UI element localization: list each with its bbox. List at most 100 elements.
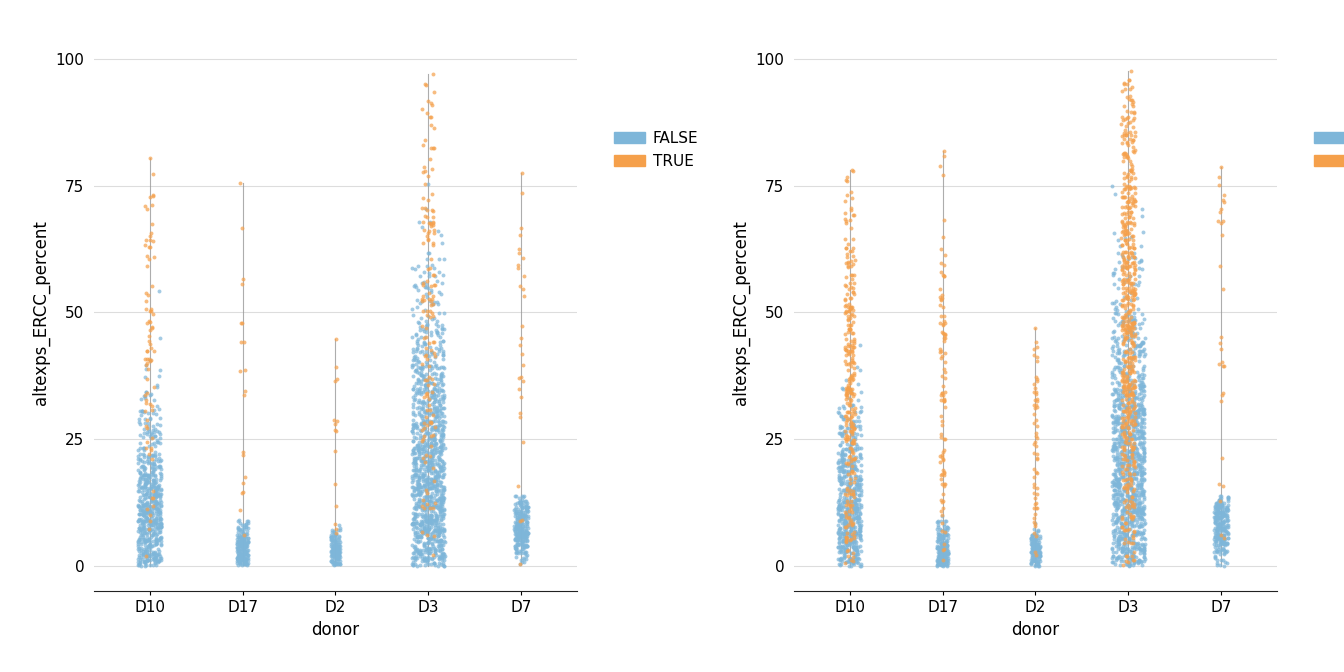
Point <box>841 391 863 402</box>
Point <box>1129 521 1150 532</box>
Point <box>516 521 538 532</box>
Point <box>512 360 534 370</box>
Point <box>1027 545 1048 556</box>
Point <box>134 507 156 518</box>
Point <box>1124 293 1145 304</box>
Point <box>836 540 857 550</box>
Point <box>1124 413 1145 423</box>
Point <box>828 508 849 519</box>
Point <box>1129 380 1150 390</box>
Point <box>141 450 163 460</box>
Point <box>1122 526 1144 537</box>
Point <box>1110 533 1132 544</box>
Point <box>421 327 442 338</box>
Point <box>512 519 534 530</box>
Point <box>839 536 860 547</box>
Point <box>1113 370 1134 380</box>
Point <box>1120 354 1141 365</box>
Point <box>1203 538 1224 549</box>
Point <box>837 546 859 557</box>
Point <box>833 517 855 528</box>
Point <box>516 530 538 541</box>
Point <box>411 280 433 290</box>
Point <box>1124 399 1145 410</box>
Point <box>1102 405 1124 416</box>
Point <box>129 505 151 515</box>
Point <box>233 552 254 563</box>
Point <box>1120 368 1141 379</box>
Point <box>231 526 253 536</box>
Point <box>508 528 530 538</box>
Point <box>1125 392 1146 403</box>
Point <box>136 528 157 539</box>
Point <box>1027 550 1048 560</box>
Point <box>1120 516 1141 527</box>
Point <box>133 485 155 495</box>
Point <box>405 558 426 569</box>
Point <box>843 489 864 500</box>
Point <box>418 533 439 544</box>
Point <box>433 482 454 493</box>
Point <box>1124 382 1145 392</box>
Point <box>421 392 442 403</box>
Point <box>323 415 344 425</box>
Point <box>403 534 425 544</box>
Point <box>1106 459 1128 470</box>
Point <box>415 439 437 450</box>
Point <box>422 422 444 433</box>
Point <box>1133 532 1154 543</box>
Point <box>505 523 527 534</box>
Point <box>933 544 954 555</box>
Point <box>930 343 952 354</box>
Point <box>847 558 868 569</box>
Point <box>1125 413 1146 424</box>
Point <box>1025 389 1047 400</box>
Point <box>234 548 255 559</box>
Point <box>1106 466 1128 476</box>
Point <box>516 517 538 528</box>
Point <box>1204 532 1226 542</box>
Point <box>509 519 531 530</box>
Point <box>1132 547 1153 558</box>
Point <box>1133 421 1154 432</box>
Point <box>930 531 952 542</box>
Point <box>1111 261 1133 272</box>
Point <box>833 512 855 523</box>
Point <box>421 390 442 401</box>
Point <box>848 512 870 523</box>
Point <box>1111 85 1133 96</box>
Point <box>1120 206 1141 217</box>
Point <box>843 548 864 558</box>
Point <box>1126 327 1148 338</box>
Point <box>1025 544 1047 554</box>
Point <box>926 556 948 566</box>
Point <box>1117 315 1138 326</box>
Point <box>512 533 534 544</box>
Point <box>1117 321 1138 332</box>
Point <box>844 453 866 464</box>
Point <box>509 497 531 507</box>
Point <box>843 544 864 555</box>
Point <box>1118 212 1140 222</box>
Point <box>1118 187 1140 198</box>
Point <box>149 429 171 439</box>
Point <box>841 462 863 472</box>
Point <box>1132 403 1153 414</box>
Point <box>930 450 952 461</box>
Point <box>415 321 437 331</box>
Point <box>509 517 531 528</box>
Point <box>128 480 149 491</box>
Point <box>134 394 156 405</box>
Point <box>1118 500 1140 511</box>
Point <box>151 470 172 481</box>
Point <box>430 477 452 488</box>
Point <box>422 462 444 473</box>
Point <box>843 451 864 462</box>
Point <box>1117 151 1138 161</box>
Point <box>1118 380 1140 390</box>
Point <box>415 316 437 327</box>
Point <box>421 517 442 528</box>
Point <box>516 540 538 551</box>
Point <box>1120 313 1141 324</box>
Point <box>421 300 442 310</box>
